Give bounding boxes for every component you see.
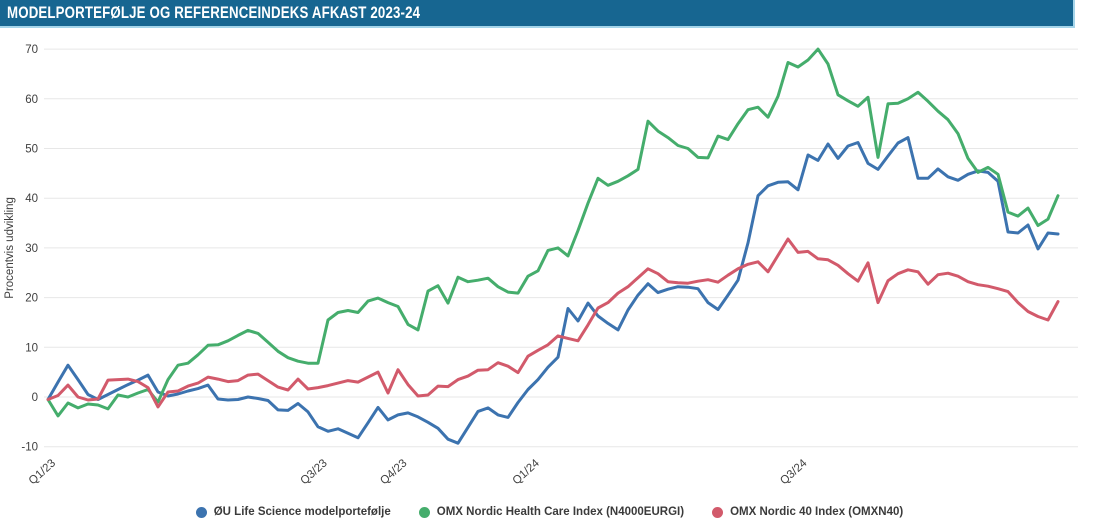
- legend-item-modelportefolje[interactable]: ØU Life Science modelportefølje: [195, 506, 391, 518]
- legend-dot-red-icon: [712, 506, 724, 518]
- y-axis-title: Procentvis udvikling: [4, 197, 16, 299]
- x-tick-label: Q1/24: [511, 457, 543, 487]
- legend-dot-blue-icon: [195, 506, 207, 518]
- y-tick-label: 70: [25, 44, 38, 56]
- legend-label: OMX Nordic Health Care Index (N4000EURGI…: [436, 506, 685, 518]
- y-tick-label: 10: [25, 342, 38, 354]
- x-tick-label: Q4/23: [378, 457, 409, 487]
- series-line-2: [46, 237, 1060, 409]
- y-tick-label: 60: [25, 94, 38, 106]
- x-tick-label: Q3/24: [778, 457, 810, 487]
- y-tick-label: 20: [25, 293, 38, 305]
- y-tick-label: -10: [21, 442, 38, 454]
- series-line-1: [46, 47, 1060, 418]
- x-tick-label: Q3/23: [298, 457, 329, 487]
- y-tick-label: 0: [32, 392, 38, 404]
- line-chart: 70 60 50 40 30 20 10 0 -10 Procentvis udvikling Q1…: [4, 44, 1078, 487]
- chart-title-bar: MODELPORTEFØLJE OG REFERENCEINDEKS AFKAS…: [0, 0, 1075, 28]
- y-tick-label: 50: [25, 144, 38, 156]
- y-tick-label: 30: [25, 243, 38, 255]
- chart-area: 70 60 50 40 30 20 10 0 -10 Procentvis udvikling Q1…: [0, 28, 1099, 492]
- legend-item-health-care-index[interactable]: OMX Nordic Health Care Index (N4000EURGI…: [418, 506, 685, 518]
- legend-label: ØU Life Science modelportefølje: [213, 506, 391, 518]
- y-tick-label: 40: [25, 193, 38, 205]
- x-tick-label: Q1/23: [27, 457, 58, 487]
- series-line-0: [46, 136, 1060, 445]
- page-title: MODELPORTEFØLJE OG REFERENCEINDEKS AFKAS…: [7, 3, 421, 22]
- legend-dot-green-icon: [418, 506, 430, 518]
- chart-legend: ØU Life Science modelportefølje OMX Nord…: [0, 492, 1099, 532]
- legend-label: OMX Nordic 40 Index (OMXN40): [730, 506, 904, 518]
- legend-item-omxn40-index[interactable]: OMX Nordic 40 Index (OMXN40): [712, 506, 903, 518]
